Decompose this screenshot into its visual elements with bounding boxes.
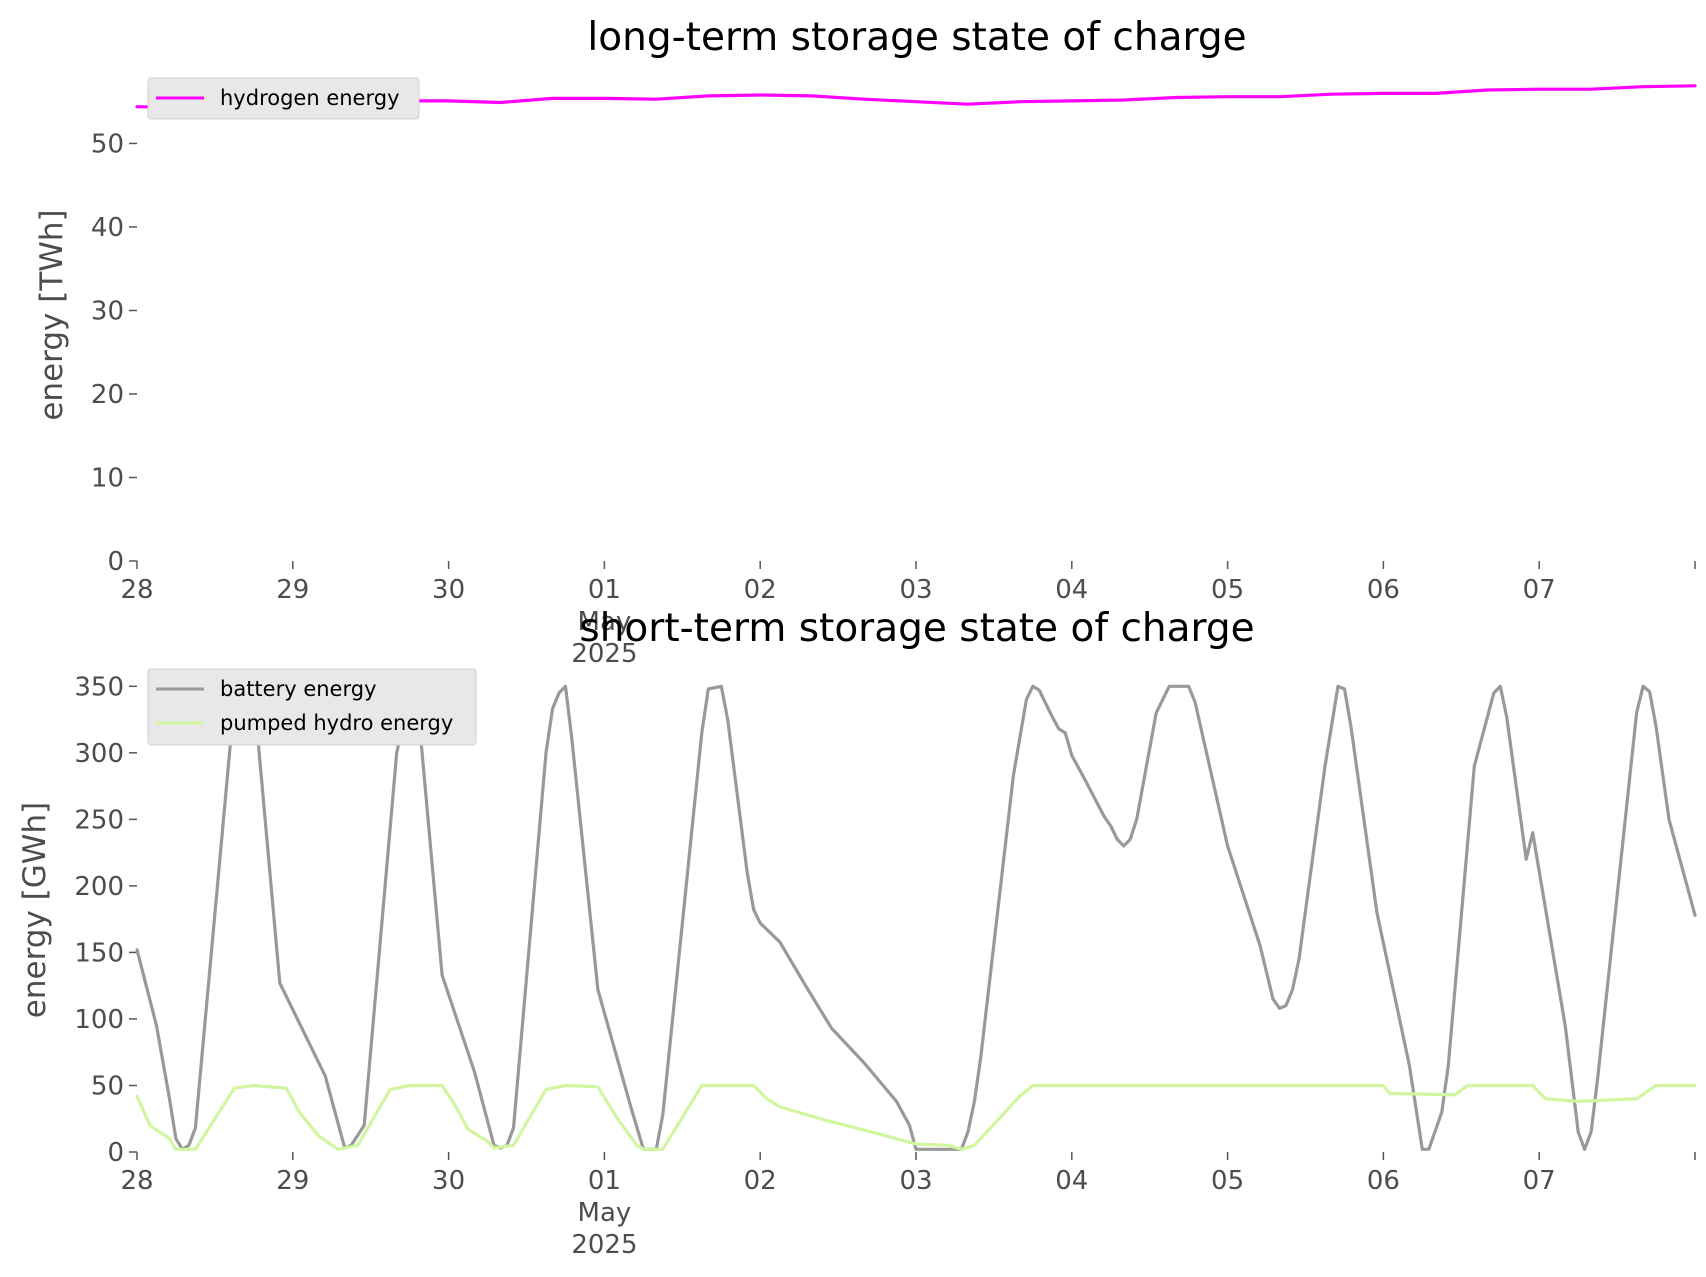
- chart1-x-tick-label-3: 01: [588, 575, 621, 605]
- chart1-y-tick-label-3: 30: [91, 296, 124, 326]
- chart2-y-tick-label-7: 350: [74, 672, 124, 702]
- chart2-series: [135, 684, 1697, 1151]
- chart2-x-tick-label-8: 06: [1367, 1166, 1400, 1196]
- chart1-y-tick-label-2: 20: [91, 380, 124, 410]
- chart2-y-tick-label-1: 50: [91, 1071, 124, 1101]
- chart2-x-tick-label-4: 02: [744, 1166, 777, 1196]
- chart1-legend: hydrogen energy: [147, 77, 420, 120]
- chart2-title: short-term storage state of charge: [579, 606, 1254, 651]
- chart1-y-axis-label: energy [TWh]: [34, 209, 70, 420]
- chart2-x-tick-label-7: 05: [1211, 1166, 1244, 1196]
- chart2-series-line-battery-energy: [135, 684, 1697, 1151]
- chart2-legend-label-battery: battery energy: [220, 677, 377, 701]
- chart2-x-tick-label-2: 30: [432, 1166, 465, 1196]
- chart2-x-tick-label-1: 29: [276, 1166, 309, 1196]
- chart2-x-tick-label-3-line2: 2025: [571, 1230, 637, 1260]
- chart2-series-line-pumped-hydro-energy: [135, 1083, 1697, 1151]
- chart1-x-tick-label-3-line1: May: [578, 607, 632, 637]
- chart1-legend-label-hydrogen: hydrogen energy: [220, 86, 400, 110]
- chart2-x-tick-label-9: 07: [1523, 1166, 1556, 1196]
- short-term-storage-chart: short-term storage state of charge energ…: [17, 606, 1697, 1260]
- chart1-x-tick-label-9: 07: [1523, 575, 1556, 605]
- chart2-x-tick-label-6: 04: [1055, 1166, 1088, 1196]
- chart2-y-ticks: 0 50 100 150 200 250 300 350: [74, 672, 137, 1168]
- chart2-legend: battery energy pumped hydro energy: [147, 668, 477, 746]
- chart2-x-tick-label-0: 28: [120, 1166, 153, 1196]
- chart1-title: long-term storage state of charge: [587, 15, 1246, 60]
- chart1-x-tick-label-7: 05: [1211, 575, 1244, 605]
- chart2-x-tick-label-5: 03: [899, 1166, 932, 1196]
- chart2-y-tick-label-3: 150: [74, 938, 124, 968]
- chart2-y-axis-label: energy [GWh]: [17, 802, 53, 1018]
- chart2-y-tick-label-4: 200: [74, 872, 124, 902]
- chart2-legend-box: [147, 668, 477, 746]
- chart2-x-tick-label-3-line1: May: [578, 1198, 632, 1228]
- chart1-legend-box: [147, 77, 420, 120]
- chart2-x-tick-label-3: 01: [588, 1166, 621, 1196]
- chart1-x-tick-label-1: 29: [276, 575, 309, 605]
- chart2-y-tick-label-5: 250: [74, 805, 124, 835]
- chart1-x-tick-label-3-line2: 2025: [571, 639, 637, 669]
- chart2-y-tick-label-0: 0: [107, 1138, 124, 1168]
- chart1-y-tick-label-1: 10: [91, 463, 124, 493]
- chart1-y-ticks: 0 10 20 30 40 50: [91, 129, 137, 577]
- chart2-y-tick-label-2: 100: [74, 1005, 124, 1035]
- chart1-x-tick-label-0: 28: [120, 575, 153, 605]
- chart1-x-tick-label-8: 06: [1367, 575, 1400, 605]
- long-term-storage-chart: long-term storage state of charge energy…: [34, 15, 1697, 669]
- chart1-x-tick-label-5: 03: [899, 575, 932, 605]
- chart1-y-tick-label-5: 50: [91, 129, 124, 159]
- chart1-x-tick-label-6: 04: [1055, 575, 1088, 605]
- chart1-y-tick-label-0: 0: [107, 547, 124, 577]
- chart2-y-tick-label-6: 300: [74, 739, 124, 769]
- chart1-y-tick-label-4: 40: [91, 213, 124, 243]
- chart1-x-tick-label-4: 02: [744, 575, 777, 605]
- chart2-legend-label-pumped-hydro: pumped hydro energy: [220, 711, 453, 735]
- chart1-x-tick-label-2: 30: [432, 575, 465, 605]
